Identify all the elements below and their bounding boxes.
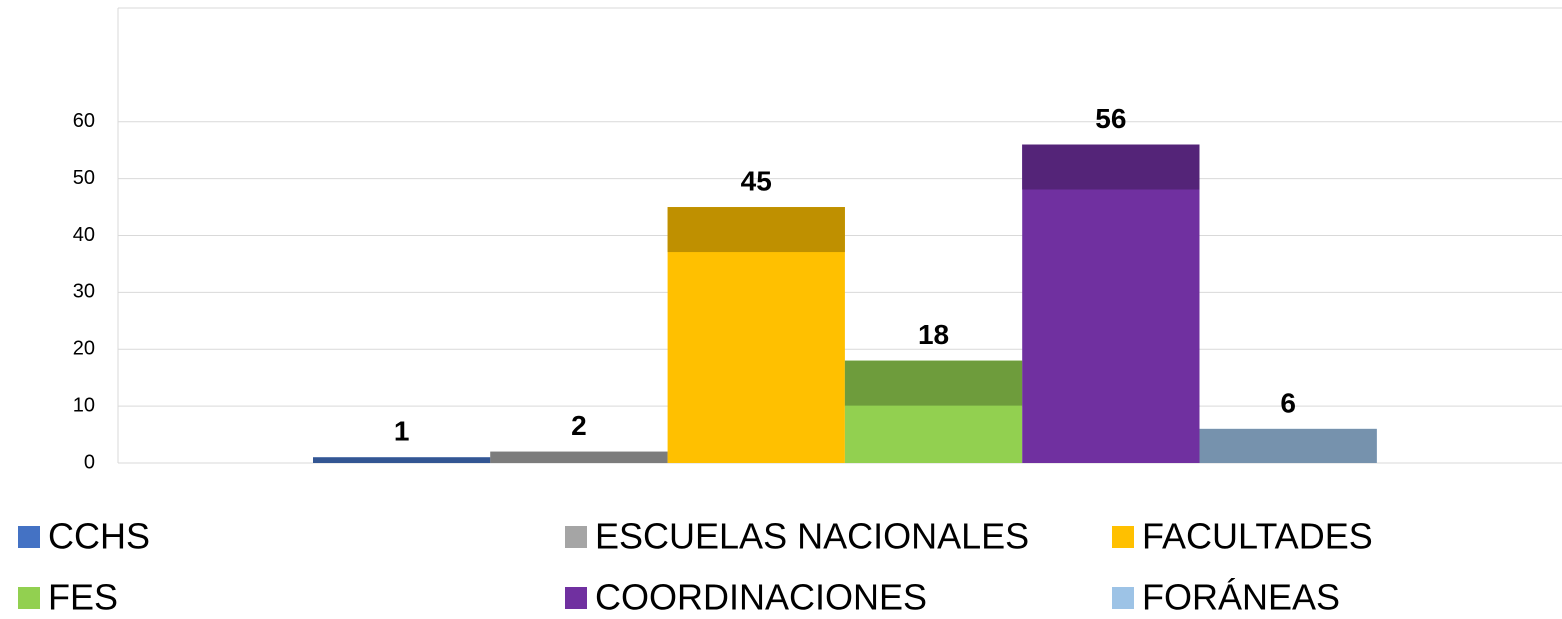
y-tick-label: 20 xyxy=(73,338,95,360)
bar-cap xyxy=(1199,428,1377,463)
legend-swatch xyxy=(565,587,587,609)
bar-cap xyxy=(667,207,845,253)
bar-cap xyxy=(490,451,668,463)
bar xyxy=(1022,144,1200,463)
value-label: 45 xyxy=(741,165,772,196)
value-label: 1 xyxy=(394,416,410,447)
legend-label: FES xyxy=(48,577,118,618)
legend-swatch xyxy=(18,526,40,548)
legend-label: CCHS xyxy=(48,516,150,557)
legend-label: FACULTADES xyxy=(1142,516,1373,557)
legend-swatch xyxy=(565,526,587,548)
y-tick-label: 60 xyxy=(73,110,95,132)
legend-swatch xyxy=(18,587,40,609)
y-tick-label: 40 xyxy=(73,224,95,246)
y-tick-label: 0 xyxy=(84,451,95,473)
bar-cap xyxy=(844,360,1023,406)
value-label: 18 xyxy=(918,319,949,350)
legend-label: FORÁNEAS xyxy=(1142,577,1340,618)
y-tick-label: 50 xyxy=(73,167,95,189)
legend-label: ESCUELAS NACIONALES xyxy=(595,516,1029,557)
y-tick-label: 10 xyxy=(73,394,95,416)
y-tick-label: 30 xyxy=(73,281,95,303)
bar-cap xyxy=(1022,144,1200,190)
value-label: 2 xyxy=(571,410,587,441)
bar-cap xyxy=(313,457,491,463)
value-label: 56 xyxy=(1095,103,1126,134)
legend-swatch xyxy=(1112,587,1134,609)
legend-swatch xyxy=(1112,526,1134,548)
value-label: 6 xyxy=(1280,387,1296,418)
legend-label: COORDINACIONES xyxy=(595,577,927,618)
